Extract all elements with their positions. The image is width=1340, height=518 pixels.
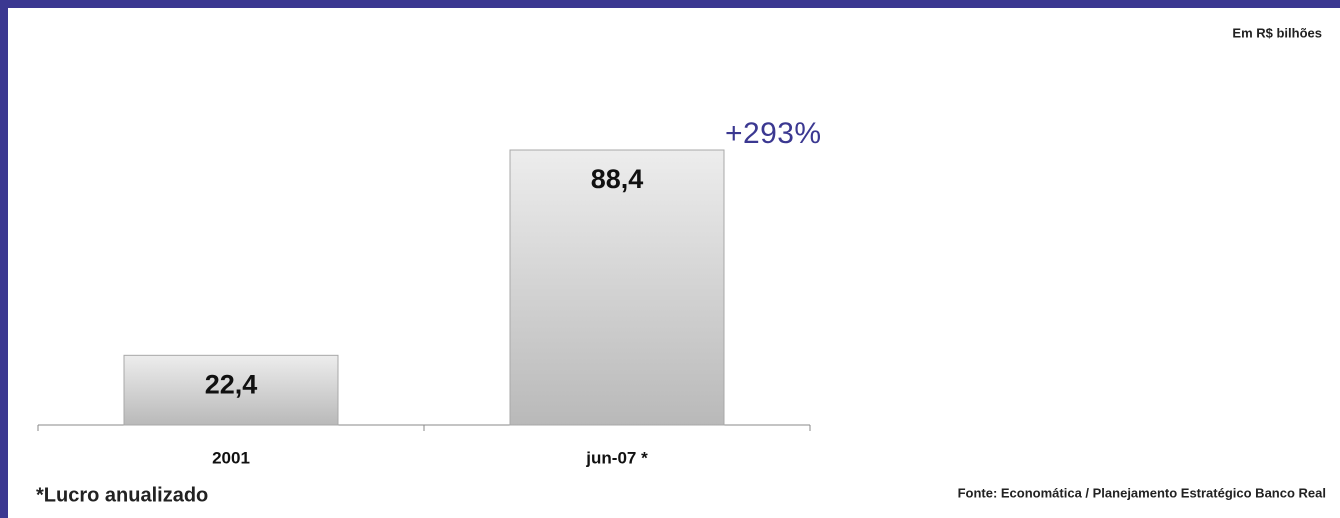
- footnote: *Lucro anualizado: [36, 484, 208, 506]
- units-label: Em R$ bilhões: [1232, 25, 1322, 40]
- source: Fonte: Economática / Planejamento Estrat…: [958, 485, 1326, 500]
- left-band: [0, 0, 8, 518]
- x-tick-label: jun-07 *: [585, 448, 648, 467]
- value-label: 22,4: [205, 369, 258, 399]
- growth-annotation: +293%: [725, 117, 821, 150]
- value-label: 88,4: [591, 164, 644, 194]
- top-band: [0, 0, 1340, 8]
- bar: [123, 354, 339, 426]
- x-tick-label: 2001: [212, 448, 250, 467]
- bar: [509, 149, 725, 426]
